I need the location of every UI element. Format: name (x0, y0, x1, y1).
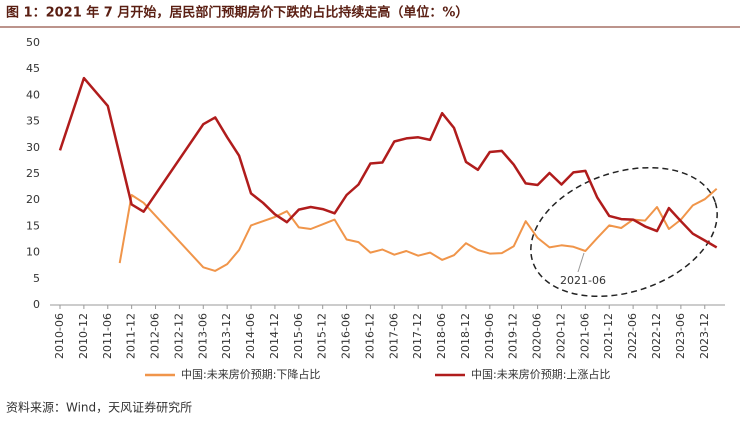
legend-label: 中国:未来房价预期:上涨占比 (471, 367, 610, 381)
x-tick-label: 2017-06 (387, 313, 400, 359)
x-tick-label: 2014-06 (244, 313, 257, 359)
x-tick-label: 2016-12 (363, 313, 376, 359)
x-tick-label: 2013-06 (196, 313, 209, 359)
x-tick-label: 2021-06 (578, 313, 591, 359)
x-tick-label: 2012-12 (172, 313, 185, 359)
x-tick-label: 2022-12 (650, 313, 663, 359)
series-line (118, 187, 718, 272)
y-tick-label: 30 (26, 141, 40, 154)
x-tick-label: 2013-12 (220, 313, 233, 359)
legend-label: 中国:未来房价预期:下降占比 (181, 367, 320, 381)
series-line (58, 76, 718, 249)
annotation-pointer (577, 252, 585, 273)
x-tick-label: 2011-12 (125, 313, 138, 359)
y-tick-label: 35 (26, 115, 40, 128)
x-tick-label: 2015-06 (292, 313, 305, 359)
y-tick-label: 10 (26, 246, 40, 259)
x-tick-label: 2020-12 (554, 313, 567, 359)
chart-title: 图 1：2021 年 7 月开始，居民部门预期房价下跌的占比持续走高（单位：%） (6, 5, 468, 21)
x-tick-label: 2023-06 (674, 313, 687, 359)
x-tick-label: 2018-12 (459, 313, 472, 359)
y-tick-label: 25 (26, 167, 40, 180)
y-tick-label: 40 (26, 88, 40, 101)
x-tick-label: 2020-06 (531, 313, 544, 359)
y-tick-label: 20 (26, 193, 40, 206)
x-tick-label: 2016-06 (340, 313, 353, 359)
highlight-ellipse (530, 166, 718, 298)
annotation: 2021-06 (560, 274, 606, 287)
x-tick-label: 2022-06 (626, 313, 639, 359)
x-tick-label: 2010-06 (53, 313, 66, 359)
x-tick-label: 2017-12 (411, 313, 424, 359)
y-tick-label: 45 (26, 62, 40, 75)
y-tick-label: 0 (33, 298, 40, 311)
x-tick-label: 2015-12 (316, 313, 329, 359)
x-tick-label: 2021-12 (602, 313, 615, 359)
x-tick-label: 2014-12 (268, 313, 281, 359)
x-tick-label: 2012-06 (149, 313, 162, 359)
x-tick-label: 2011-06 (101, 313, 114, 359)
source-note: 资料来源：Wind，天风证券研究所 (6, 400, 192, 415)
y-tick-label: 5 (33, 272, 40, 285)
x-tick-label: 2018-06 (435, 313, 448, 359)
x-tick-label: 2010-12 (77, 313, 90, 359)
y-tick-label: 50 (26, 36, 40, 49)
x-tick-label: 2023-12 (698, 313, 711, 359)
x-tick-label: 2019-12 (507, 313, 520, 359)
x-tick-label: 2019-06 (483, 313, 496, 359)
y-tick-label: 15 (26, 219, 40, 232)
